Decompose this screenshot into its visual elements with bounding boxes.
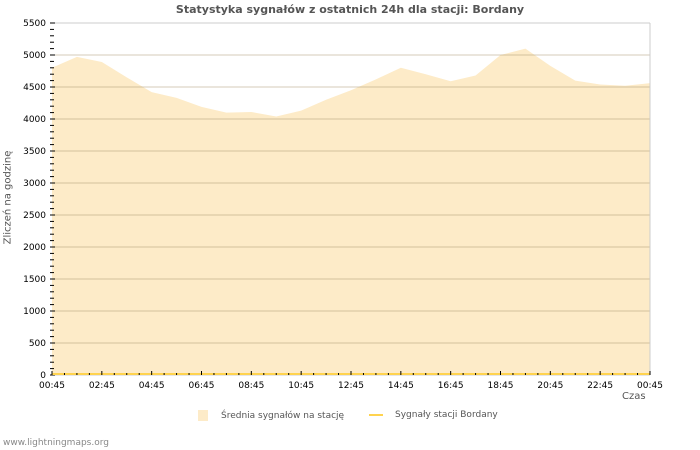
- legend-label: Sygnały stacji Bordany: [395, 410, 498, 420]
- legend-item-average: Średnia sygnałów na stację: [198, 410, 344, 421]
- y-tick-label: 5000: [23, 51, 46, 61]
- x-tick-label: 06:45: [189, 381, 215, 391]
- y-tick-label: 2500: [23, 211, 46, 221]
- legend-swatch-line: [369, 414, 383, 416]
- x-tick-label: 18:45: [488, 381, 514, 391]
- y-tick-label: 2000: [23, 243, 46, 253]
- x-tick-label: 02:45: [89, 381, 115, 391]
- x-axis-label: Czas: [622, 391, 646, 402]
- y-tick-label: 1000: [23, 307, 46, 317]
- y-tick-label: 1500: [23, 275, 46, 285]
- credit-link[interactable]: www.lightningmaps.org: [3, 438, 109, 448]
- x-tick-label: 10:45: [288, 381, 314, 391]
- x-tick-label: 04:45: [139, 381, 165, 391]
- x-tick-label: 14:45: [388, 381, 414, 391]
- legend-swatch-area: [198, 410, 208, 421]
- y-tick-label: 3500: [23, 147, 46, 157]
- x-tick-label: 22:45: [587, 381, 613, 391]
- y-axis-label: Zliczeń na godzinę: [2, 150, 14, 245]
- y-tick-label: 500: [29, 339, 46, 349]
- y-tick-label: 0: [40, 371, 46, 381]
- chart-title: Statystyka sygnałów z ostatnich 24h dla …: [175, 3, 525, 16]
- x-tick-label: 20:45: [537, 381, 563, 391]
- x-tick-label: 00:45: [39, 381, 65, 391]
- x-tick-label: 00:45: [637, 381, 663, 391]
- series-area-average: [52, 48, 650, 375]
- x-tick-label: 16:45: [438, 381, 464, 391]
- y-tick-label: 4000: [23, 115, 46, 125]
- legend-label: Średnia sygnałów na stację: [221, 410, 345, 421]
- x-tick-label: 08:45: [238, 381, 264, 391]
- y-tick-label: 3000: [23, 179, 46, 189]
- y-tick-label: 5500: [23, 19, 46, 29]
- x-tick-label: 12:45: [338, 381, 364, 391]
- legend-item-station: Sygnały stacji Bordany: [369, 410, 498, 420]
- y-tick-label: 4500: [23, 83, 46, 93]
